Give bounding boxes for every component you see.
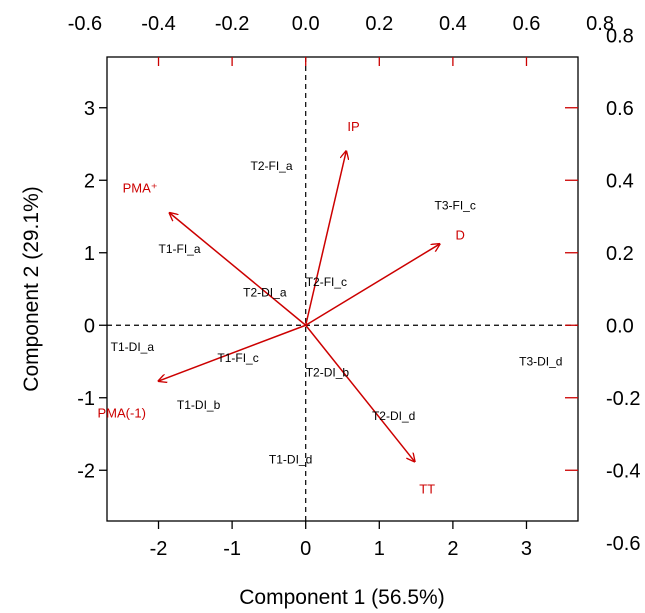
plot-frame: [106, 56, 579, 522]
observation-labels: T1-DI_a T1-DI_b T1-DI_d T1-FI_a T1-FI_c T2-DI…: [111, 159, 563, 467]
loading-arrow: [159, 324, 306, 381]
observation-label: T2-DI_b: [306, 365, 350, 379]
x-tick-label: -1: [223, 538, 241, 560]
x-tick-label: 3: [521, 538, 532, 560]
loading-label: IP: [347, 119, 359, 134]
loading-arrow: [305, 324, 415, 461]
loading-arrow: [305, 244, 440, 326]
x-tick-label: 2: [447, 538, 458, 560]
loading-label: PMA(-1): [98, 405, 146, 420]
y-tick-label: 2: [84, 170, 95, 192]
observation-label: T1-FI_c: [217, 351, 258, 365]
y-tick-label: 3: [84, 98, 95, 120]
top-tick-label: 0.2: [365, 13, 393, 35]
observation-label: T2-DI_a: [243, 286, 287, 300]
right-axis: 0.8 0.6 0.4 0.2 0.0 -0.2 -0.4 -0.6: [565, 25, 640, 555]
top-tick-label: 0.0: [292, 13, 320, 35]
observation-label: T1-DI_b: [177, 398, 221, 412]
x-tick-label: 0: [300, 538, 311, 560]
observation-label: T2-FI_c: [306, 275, 347, 289]
top-tick-label: -0.6: [68, 13, 102, 35]
loading-label: D: [456, 228, 465, 243]
observation-label: T2-FI_a: [251, 159, 293, 173]
right-tick-label: 0.8: [606, 25, 634, 47]
right-tick-label: 0.6: [606, 98, 634, 120]
reference-lines: [107, 57, 578, 521]
right-tick-label: -0.6: [606, 533, 640, 555]
top-tick-label: 0.6: [513, 13, 541, 35]
loading-arrow: [304, 151, 346, 326]
y-tick-label: 0: [84, 315, 95, 337]
top-tick-label: 0.8: [586, 13, 614, 35]
top-axis: -0.6 -0.4 -0.2 0.0 0.2 0.4 0.6 0.8: [68, 13, 614, 66]
observation-label: T2-DI_d: [372, 409, 415, 423]
loading-arrow: [170, 213, 307, 326]
top-tick-label: 0.4: [439, 13, 467, 35]
loading-arrows: IP D TT PMA⁺ PMA(-1): [98, 119, 465, 497]
y-tick-label: -2: [77, 460, 95, 482]
bottom-axis: -2 -1 0 1 2 3: [150, 521, 532, 560]
top-tick-label: -0.4: [141, 13, 175, 35]
right-tick-label: 0.4: [606, 170, 634, 192]
right-tick-label: -0.4: [606, 460, 640, 482]
right-tick-label: 0.2: [606, 243, 634, 265]
y-axis-title: Component 2 (29.1%): [20, 186, 43, 391]
observation-label: T1-FI_a: [159, 242, 201, 256]
loading-label: TT: [419, 481, 435, 496]
y-tick-label: 1: [84, 243, 95, 265]
y-tick-label: -1: [77, 388, 95, 410]
observation-label: T1-DI_d: [269, 452, 312, 466]
left-axis: -2 -1 0 1 2 3: [77, 98, 107, 482]
observation-label: T3-FI_c: [434, 199, 475, 213]
top-tick-label: -0.2: [215, 13, 249, 35]
right-tick-label: 0.0: [606, 315, 634, 337]
loading-label: PMA⁺: [123, 181, 158, 196]
observation-label: T3-DI_d: [519, 355, 562, 369]
x-tick-label: -2: [150, 538, 168, 560]
right-tick-label: -0.2: [606, 388, 640, 410]
x-tick-label: 1: [374, 538, 385, 560]
x-axis-title: Component 1 (56.5%): [239, 586, 444, 609]
observation-label: T1-DI_a: [111, 340, 155, 354]
